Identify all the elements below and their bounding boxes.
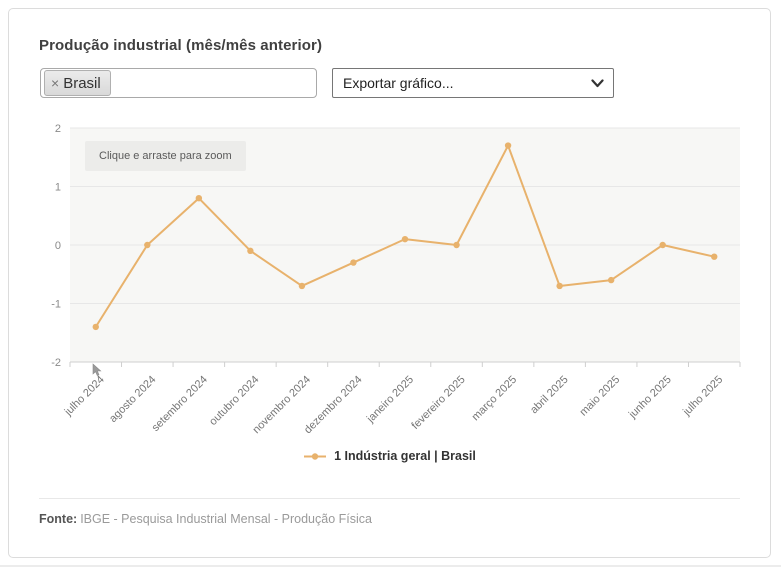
source-label: Fonte: [39,512,78,526]
y-axis-tick-label: 0 [55,240,61,252]
x-axis-tick-label: abril 2025 [528,374,571,417]
chart-card: Produção industrial (mês/mês anterior) ×… [8,8,771,558]
legend-label: 1 Indústria geral | Brasil [334,449,476,463]
data-point-marker[interactable] [144,241,151,249]
data-point-marker[interactable] [504,142,512,149]
selected-territory-tag[interactable]: × Brasil [44,70,111,96]
x-axis-tick-label: fevereiro 2025 [409,374,467,432]
zoom-hint: Clique e arraste para zoom [85,141,246,171]
data-point-marker[interactable] [298,282,306,290]
data-point-marker[interactable] [350,259,357,266]
x-axis-tick-label: agosto 2024 [107,374,158,425]
data-point-marker[interactable] [401,235,409,243]
data-point-marker[interactable] [247,247,254,255]
controls-row: × Brasil Exportar gráfico... [40,68,770,98]
data-point-marker[interactable] [453,241,460,249]
remove-tag-icon[interactable]: × [51,75,60,91]
chart-area[interactable]: 2 1 0 -1 -2 julho 2024 agosto 2024 setembro 202… [9,116,770,438]
mouse-cursor-icon [92,363,102,377]
source-text: IBGE - Pesquisa Industrial Mensal - Prod… [80,512,372,526]
data-point-marker[interactable] [195,195,203,202]
x-axis-tick-label: outubro 2024 [207,374,261,428]
x-axis-tick-label: julho 2025 [680,374,725,419]
y-axis-tick-label: 1 [55,182,61,194]
chevron-down-icon [591,78,604,87]
data-point-marker[interactable] [607,276,615,284]
x-axis-tick-label: maio 2025 [577,374,622,419]
x-axis-tick-label: janeiro 2025 [364,374,416,426]
data-point-marker[interactable] [711,253,718,260]
x-axis-tick-label: setembro 2024 [150,374,210,434]
y-axis-tick-label: -2 [51,357,61,369]
territory-tag-label: Brasil [63,74,101,92]
source-footer: Fonte: IBGE - Pesquisa Industrial Mensal … [39,498,740,526]
data-point-marker[interactable] [659,241,666,249]
legend-line-marker-icon [304,452,327,460]
x-axis-tick-label: junho 2025 [626,374,674,422]
export-chart-select[interactable]: Exportar gráfico... [332,68,614,98]
chart-legend[interactable]: 1 Indústria geral | Brasil [9,446,770,466]
export-select-value: Exportar gráfico... [343,75,454,91]
territory-select-input[interactable]: × Brasil [40,68,317,98]
chart-title: Produção industrial (mês/mês anterior) [39,37,323,54]
x-axis-tick-label: março 2025 [470,374,520,424]
y-axis-tick-label: 2 [55,123,61,135]
page-bottom-edge [0,565,781,567]
data-point-marker[interactable] [92,323,99,331]
data-point-marker[interactable] [556,282,563,290]
y-axis-tick-label: -1 [51,299,61,311]
x-axis-tick-label: julho 2024 [62,374,107,419]
